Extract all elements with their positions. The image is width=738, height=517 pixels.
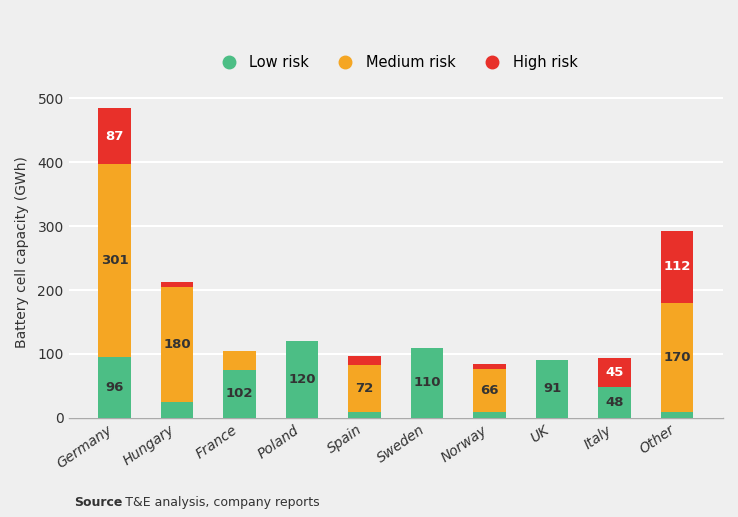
Bar	[473, 369, 506, 412]
Bar	[98, 109, 131, 164]
Text: 180: 180	[163, 338, 191, 351]
Bar	[348, 412, 381, 418]
Text: 110: 110	[413, 376, 441, 389]
Bar	[98, 164, 131, 357]
Bar	[473, 364, 506, 369]
Text: 91: 91	[543, 383, 561, 396]
Text: 87: 87	[106, 130, 124, 143]
Bar	[286, 341, 318, 418]
Bar	[161, 402, 193, 418]
Bar	[411, 347, 444, 418]
Text: 45: 45	[605, 367, 624, 379]
Bar	[224, 351, 256, 370]
Bar	[599, 387, 631, 418]
Bar	[473, 412, 506, 418]
Text: 96: 96	[106, 381, 124, 394]
Bar	[348, 356, 381, 366]
Bar	[599, 358, 631, 387]
Text: 170: 170	[663, 351, 691, 363]
Bar	[536, 360, 568, 418]
Bar	[161, 287, 193, 402]
Text: 301: 301	[101, 254, 128, 267]
Bar	[661, 303, 693, 412]
Y-axis label: Battery cell capacity (GWh): Battery cell capacity (GWh)	[15, 156, 29, 347]
Text: 102: 102	[226, 387, 253, 401]
Bar	[224, 370, 256, 418]
Text: : T&E analysis, company reports: : T&E analysis, company reports	[117, 496, 320, 509]
Text: 72: 72	[356, 382, 373, 395]
Text: 112: 112	[663, 261, 691, 273]
Text: 66: 66	[480, 384, 499, 397]
Bar	[661, 231, 693, 303]
Legend: Low risk, Medium risk, High risk: Low risk, Medium risk, High risk	[208, 49, 583, 76]
Bar	[661, 412, 693, 418]
Bar	[161, 282, 193, 287]
Text: Source: Source	[74, 496, 123, 509]
Bar	[348, 366, 381, 412]
Text: 48: 48	[605, 396, 624, 409]
Text: 120: 120	[289, 373, 316, 386]
Bar	[98, 357, 131, 418]
